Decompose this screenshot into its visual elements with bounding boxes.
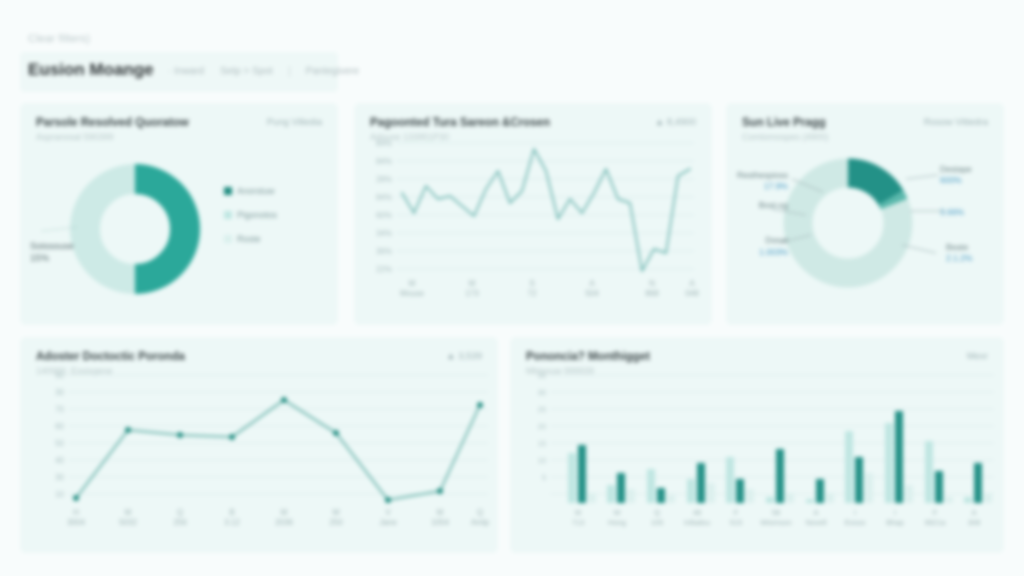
svg-text:Roste: Roste bbox=[237, 234, 261, 244]
svg-text:M: M bbox=[125, 508, 132, 517]
svg-text:20: 20 bbox=[538, 422, 546, 431]
svg-text:1054: 1054 bbox=[431, 518, 449, 527]
svg-text:36%: 36% bbox=[376, 247, 392, 256]
svg-text:48: 48 bbox=[693, 508, 701, 517]
svg-text:3004: 3004 bbox=[67, 518, 85, 527]
svg-text:84%: 84% bbox=[376, 139, 392, 148]
svg-text:A: A bbox=[589, 279, 595, 288]
svg-text:W: W bbox=[613, 508, 621, 517]
svg-text:Soissouse: Soissouse bbox=[30, 241, 74, 252]
svg-text:A: A bbox=[971, 508, 976, 517]
svg-text:A: A bbox=[813, 508, 818, 517]
svg-text:Jane: Jane bbox=[379, 518, 397, 527]
svg-text:22%: 22% bbox=[376, 265, 392, 274]
svg-text:Bhap: Bhap bbox=[886, 518, 904, 527]
svg-text:I: I bbox=[854, 508, 856, 517]
svg-text:Resthespioss: Resthespioss bbox=[737, 170, 788, 180]
svg-text:256: 256 bbox=[173, 518, 187, 527]
svg-text:50: 50 bbox=[55, 371, 64, 380]
svg-text:M: M bbox=[409, 279, 416, 288]
svg-text:Q: Q bbox=[177, 508, 183, 517]
svg-text:600%: 600% bbox=[940, 175, 962, 185]
svg-text:58: 58 bbox=[772, 508, 780, 517]
svg-text:S: S bbox=[529, 279, 534, 288]
svg-text:30: 30 bbox=[55, 388, 64, 397]
svg-text:868: 868 bbox=[645, 289, 659, 298]
svg-text:Wiomson: Wiomson bbox=[760, 518, 791, 527]
svg-text:F: F bbox=[933, 508, 938, 517]
svg-text:40: 40 bbox=[55, 456, 64, 465]
svg-text:28%: 28% bbox=[376, 175, 392, 184]
svg-text:N: N bbox=[649, 279, 655, 288]
svg-text:F: F bbox=[734, 508, 739, 517]
svg-text:Q: Q bbox=[654, 508, 660, 517]
svg-text:Pigonotos: Pigonotos bbox=[237, 210, 278, 220]
svg-text:60%: 60% bbox=[376, 211, 392, 220]
svg-text:1.003%: 1.003% bbox=[759, 247, 788, 257]
svg-text:10: 10 bbox=[55, 490, 64, 499]
svg-text:30: 30 bbox=[538, 388, 546, 397]
svg-text:Inlladou: Inlladou bbox=[684, 518, 710, 527]
svg-text:70: 70 bbox=[55, 405, 64, 414]
svg-text:3.12: 3.12 bbox=[224, 518, 240, 527]
svg-text:5032: 5032 bbox=[119, 518, 137, 527]
svg-text:M: M bbox=[469, 279, 476, 288]
svg-text:3.66%: 3.66% bbox=[940, 207, 965, 217]
svg-text:M: M bbox=[575, 508, 581, 517]
svg-text:Destape: Destape bbox=[940, 164, 972, 174]
svg-text:Bost-og: Bost-og bbox=[759, 200, 789, 210]
svg-text:72: 72 bbox=[528, 289, 537, 298]
svg-text:308: 308 bbox=[968, 518, 981, 527]
svg-text:250: 250 bbox=[329, 518, 343, 527]
svg-text:Beate: Beate bbox=[946, 242, 968, 252]
svg-text:35: 35 bbox=[538, 371, 546, 380]
svg-text:105: 105 bbox=[651, 518, 664, 527]
svg-text:Mouse: Mouse bbox=[400, 289, 425, 298]
svg-text:504: 504 bbox=[585, 289, 599, 298]
svg-text:Q: Q bbox=[477, 508, 483, 517]
svg-text:84%: 84% bbox=[376, 157, 392, 166]
svg-text:H: H bbox=[73, 508, 79, 517]
svg-text:2036: 2036 bbox=[275, 518, 293, 527]
svg-text:515: 515 bbox=[730, 518, 743, 527]
svg-text:2.1.2%: 2.1.2% bbox=[946, 253, 973, 263]
svg-text:84%: 84% bbox=[376, 193, 392, 202]
svg-text:15%: 15% bbox=[30, 253, 50, 264]
svg-text:Anorstuw: Anorstuw bbox=[237, 186, 275, 196]
svg-text:173: 173 bbox=[465, 289, 479, 298]
svg-text:Donat: Donat bbox=[765, 235, 788, 245]
svg-text:048: 048 bbox=[685, 289, 699, 298]
svg-text:25: 25 bbox=[538, 405, 546, 414]
svg-text:A: A bbox=[689, 279, 695, 288]
svg-text:M: M bbox=[281, 508, 288, 517]
svg-text:30: 30 bbox=[55, 473, 64, 482]
svg-text:I: I bbox=[894, 508, 896, 517]
svg-text:B: B bbox=[229, 508, 234, 517]
svg-text:10: 10 bbox=[538, 456, 546, 465]
svg-text:Novell: Novell bbox=[806, 518, 827, 527]
svg-text:50: 50 bbox=[55, 439, 64, 448]
svg-text:17.9%: 17.9% bbox=[764, 181, 789, 191]
svg-text:Hong: Hong bbox=[608, 518, 626, 527]
svg-text:M: M bbox=[437, 508, 444, 517]
svg-text:713: 713 bbox=[572, 518, 585, 527]
svg-text:34%: 34% bbox=[376, 229, 392, 238]
svg-text:Amlp: Amlp bbox=[471, 518, 490, 527]
svg-text:15: 15 bbox=[538, 439, 546, 448]
svg-text:60: 60 bbox=[55, 422, 64, 431]
svg-text:V: V bbox=[385, 508, 391, 517]
svg-text:5: 5 bbox=[542, 473, 546, 482]
svg-text:9921a: 9921a bbox=[925, 518, 947, 527]
svg-text:Eosso: Eosso bbox=[845, 518, 866, 527]
svg-text:W: W bbox=[332, 508, 340, 517]
